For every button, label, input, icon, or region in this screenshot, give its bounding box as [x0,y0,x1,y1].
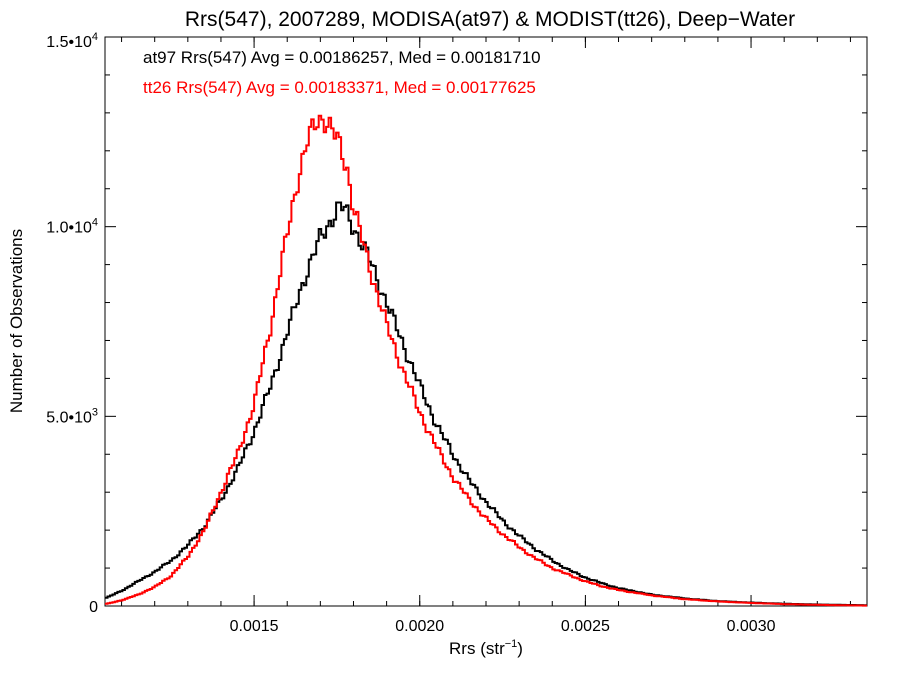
legend-label-tt26: tt26 Rrs(547) Avg = 0.00183371, Med = 0.… [143,78,536,97]
x-tick-label: 0.0015 [230,618,279,635]
series-line-at97 [105,201,867,607]
y-axis-label: Number of Observations [7,229,26,413]
x-tick-label: 0.0025 [561,618,610,635]
axis-ticks: 0.0015 0.0020 0.0025 0.0030 0 5.0•103 1.0•104 1… [46,31,867,635]
series-lines [105,114,867,607]
plot-frame [104,36,868,607]
y-tick-label: 1.5•104 [46,31,98,51]
chart-title: Rrs(547), 2007289, MODISA(at97) & MODIST… [185,8,795,31]
x-tick-label: 0.0030 [727,618,776,635]
y-tick-label: 0 [89,599,98,616]
y-tick-label: 1.0•104 [46,217,98,237]
series-line-tt26 [105,114,867,607]
x-axis-label: Rrs (str−1) [449,638,523,658]
legend-label-at97: at97 Rrs(547) Avg = 0.00186257, Med = 0.… [143,48,541,67]
x-tick-label: 0.0020 [395,618,444,635]
y-tick-label: 5.0•103 [46,406,98,426]
